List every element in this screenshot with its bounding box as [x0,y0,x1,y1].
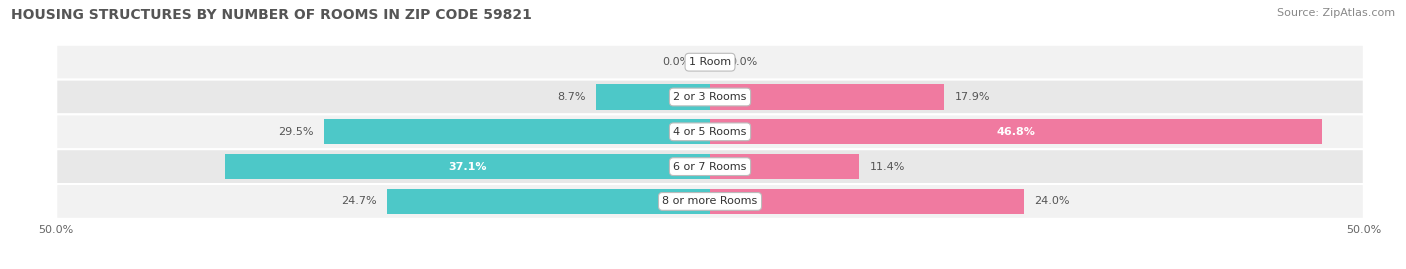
FancyBboxPatch shape [56,80,1364,114]
Text: 0.0%: 0.0% [662,57,690,67]
Text: 1 Room: 1 Room [689,57,731,67]
FancyBboxPatch shape [56,45,1364,80]
Bar [596,84,710,109]
Bar [710,154,859,179]
Bar [710,119,1322,144]
Text: 0.0%: 0.0% [730,57,758,67]
Text: 2 or 3 Rooms: 2 or 3 Rooms [673,92,747,102]
Text: 46.8%: 46.8% [997,127,1035,137]
Text: 37.1%: 37.1% [449,162,486,172]
Text: 8.7%: 8.7% [557,92,586,102]
Bar [387,189,710,214]
FancyBboxPatch shape [56,149,1364,184]
FancyBboxPatch shape [56,114,1364,149]
Bar [225,154,710,179]
Text: HOUSING STRUCTURES BY NUMBER OF ROOMS IN ZIP CODE 59821: HOUSING STRUCTURES BY NUMBER OF ROOMS IN… [11,8,531,22]
Text: 24.7%: 24.7% [342,196,377,206]
Text: Source: ZipAtlas.com: Source: ZipAtlas.com [1277,8,1395,18]
Bar [710,189,1024,214]
Text: 11.4%: 11.4% [869,162,905,172]
FancyBboxPatch shape [56,184,1364,219]
Text: 29.5%: 29.5% [278,127,314,137]
Text: 24.0%: 24.0% [1035,196,1070,206]
Text: 8 or more Rooms: 8 or more Rooms [662,196,758,206]
Text: 17.9%: 17.9% [955,92,990,102]
Text: 4 or 5 Rooms: 4 or 5 Rooms [673,127,747,137]
Text: 6 or 7 Rooms: 6 or 7 Rooms [673,162,747,172]
Bar [710,84,943,109]
Bar [325,119,710,144]
